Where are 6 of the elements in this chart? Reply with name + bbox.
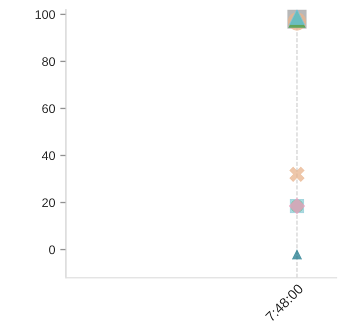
y-tick-label: 20 xyxy=(42,198,56,208)
y-tick-label: 40 xyxy=(42,151,56,160)
y-tick-label: 60 xyxy=(42,104,56,114)
y-tick-label: 80 xyxy=(42,57,56,66)
y-tick-label: 100 xyxy=(36,10,56,20)
y-tick-label: 0 xyxy=(49,245,56,254)
